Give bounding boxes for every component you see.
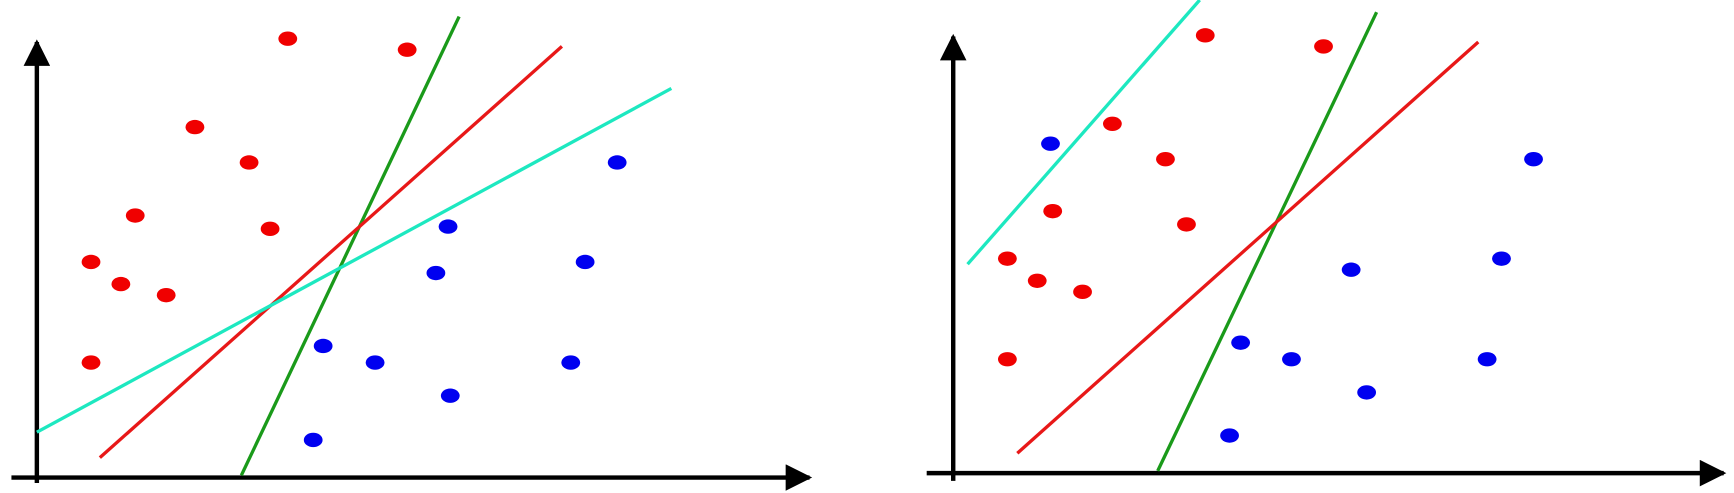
blue-point bbox=[607, 155, 627, 170]
separator-line bbox=[966, 0, 1201, 266]
red-point bbox=[997, 251, 1017, 266]
blue-point bbox=[1524, 151, 1543, 167]
blue-point bbox=[426, 265, 446, 281]
blue-point bbox=[1231, 335, 1251, 350]
blue-point bbox=[1282, 352, 1301, 367]
red-point bbox=[1073, 284, 1092, 300]
red-point bbox=[239, 155, 259, 170]
red-point bbox=[185, 119, 205, 135]
red-point bbox=[1195, 28, 1215, 43]
blue-point bbox=[1492, 251, 1511, 266]
red-point bbox=[1156, 151, 1175, 167]
red-point bbox=[1027, 273, 1047, 288]
red-point bbox=[125, 208, 145, 223]
red-point bbox=[397, 42, 417, 57]
blue-point bbox=[1041, 136, 1060, 151]
blue-point bbox=[1357, 385, 1377, 400]
blue-point bbox=[561, 355, 581, 370]
blue-point bbox=[365, 355, 385, 370]
red-point bbox=[1043, 203, 1063, 219]
separator-line bbox=[239, 15, 461, 477]
red-point bbox=[111, 276, 131, 292]
blue-point bbox=[1341, 262, 1361, 277]
red-point bbox=[997, 352, 1017, 367]
separator-line bbox=[1156, 11, 1379, 472]
red-point bbox=[1102, 116, 1122, 131]
left-panel bbox=[11, 15, 813, 491]
separator-line bbox=[98, 45, 564, 459]
red-point bbox=[260, 221, 280, 236]
separator-line bbox=[1016, 40, 1480, 455]
blue-point bbox=[438, 219, 458, 234]
separator-line bbox=[36, 86, 673, 434]
red-point bbox=[1314, 39, 1333, 54]
red-point bbox=[278, 31, 298, 46]
right-panel bbox=[926, 0, 1727, 487]
blue-point bbox=[1477, 352, 1497, 367]
red-point bbox=[81, 254, 101, 270]
red-point bbox=[156, 287, 176, 303]
blue-point bbox=[1220, 428, 1239, 443]
blue-point bbox=[440, 388, 460, 403]
blue-point bbox=[303, 432, 323, 448]
red-point bbox=[1177, 217, 1196, 232]
red-point bbox=[81, 355, 101, 370]
blue-point bbox=[313, 338, 333, 354]
blue-point bbox=[575, 254, 595, 270]
